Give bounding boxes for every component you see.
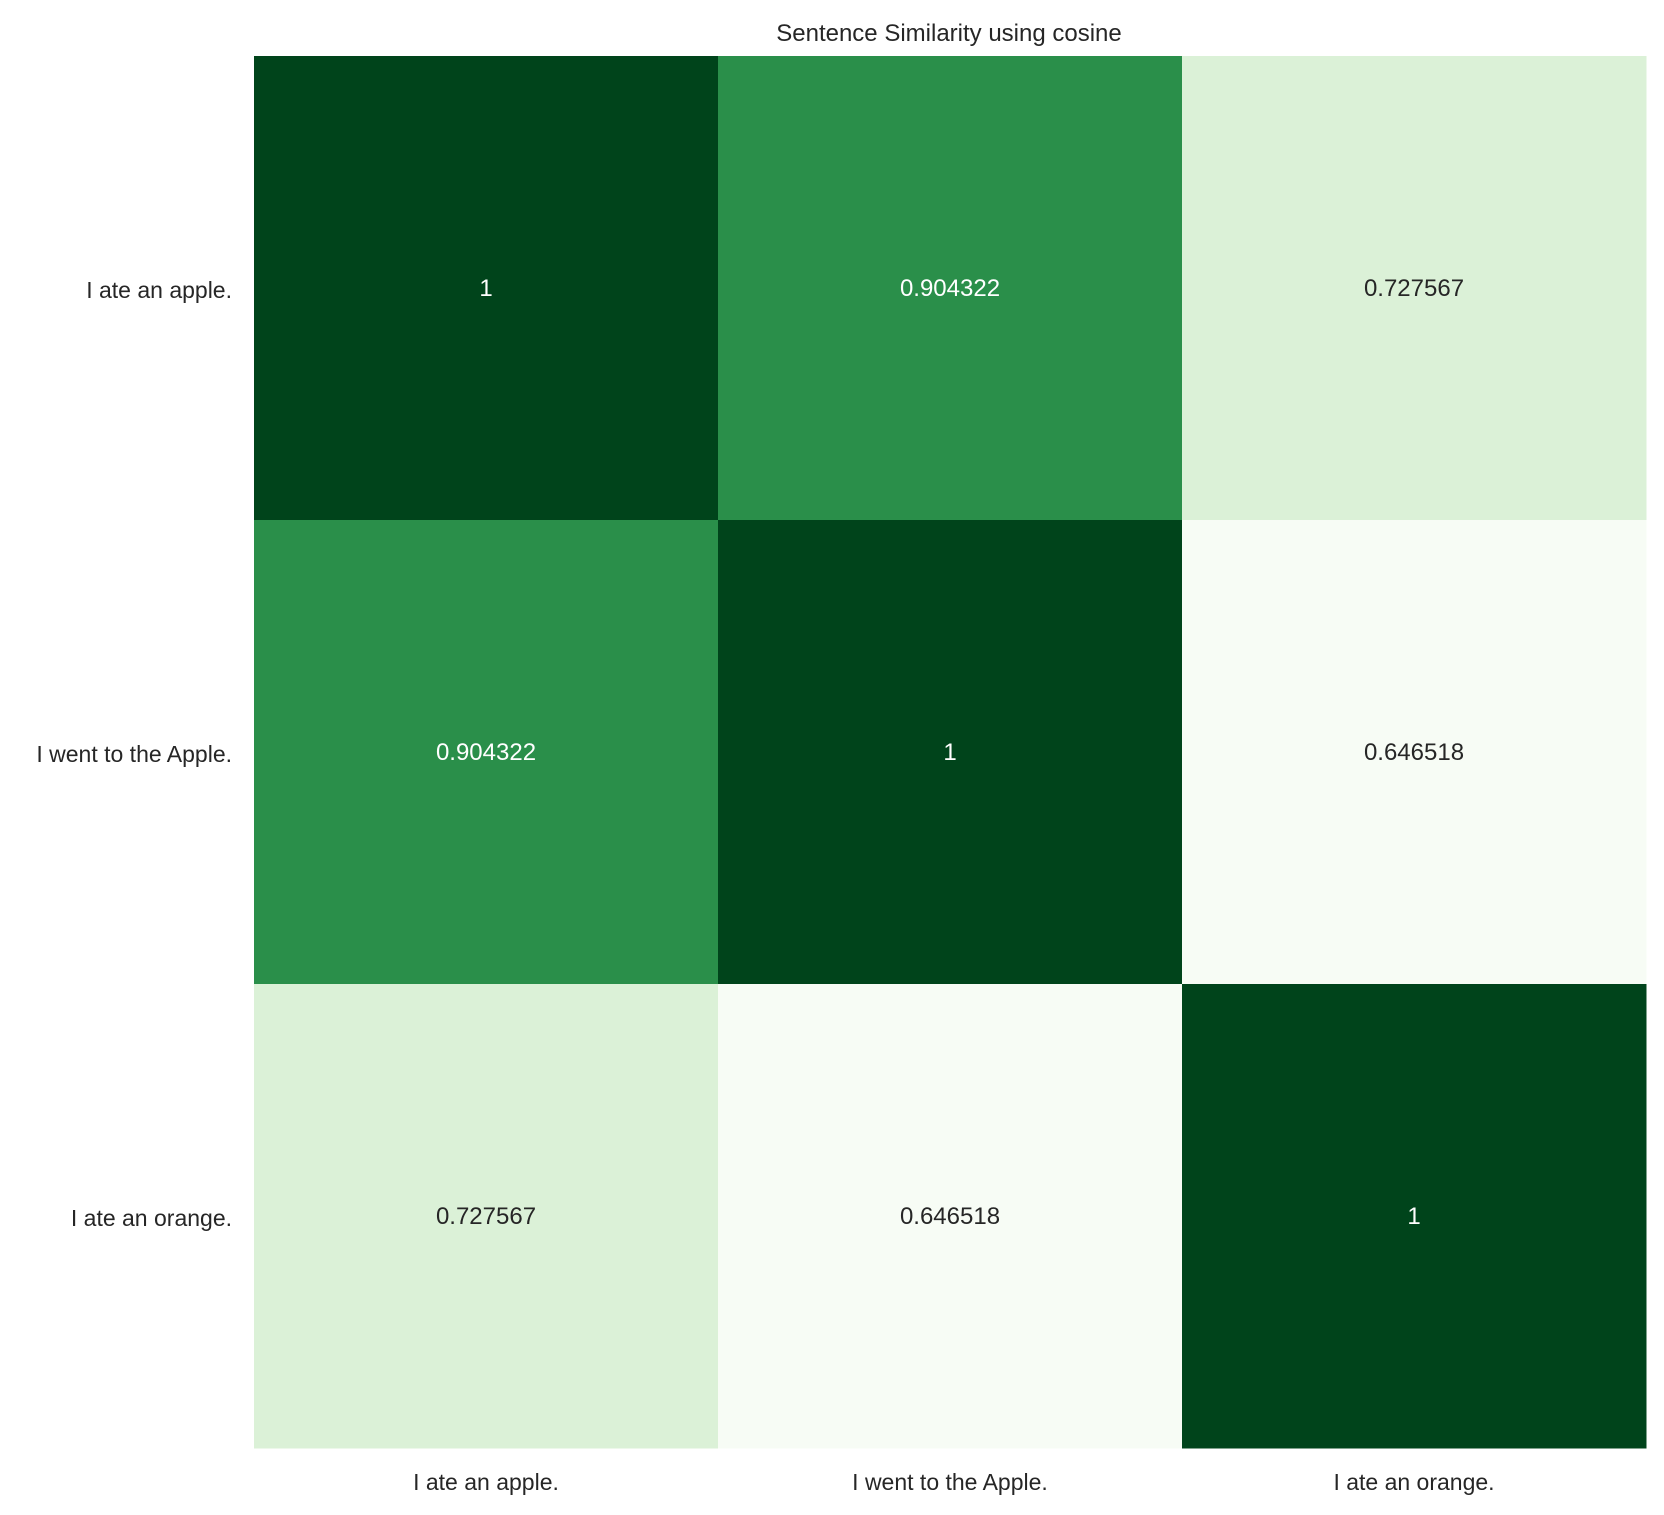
cell-value-label-r2-c1: 0.646518 bbox=[900, 1203, 1000, 1230]
heatmap-cell-r0-c0 bbox=[254, 56, 719, 521]
cell-value-label-r1-c1: 1 bbox=[943, 739, 956, 766]
cell-value-label-r0-c0: 1 bbox=[479, 275, 492, 302]
heatmap-cell-r1-c2 bbox=[1182, 520, 1647, 985]
cell-value-label-r1-c2: 0.646518 bbox=[1364, 739, 1464, 766]
cell-value-label-r2-c0: 0.727567 bbox=[436, 1203, 536, 1230]
cell-value-label-r0-c2: 0.727567 bbox=[1364, 275, 1464, 302]
chart-title: Sentence Similarity using cosine bbox=[776, 20, 1122, 47]
heatmap-cell-r2-c1 bbox=[718, 984, 1183, 1449]
x-axis-tick-labels: I ate an apple. I went to the Apple. I ate… bbox=[413, 1469, 1494, 1495]
heatmap-cell-r2-c2 bbox=[1182, 984, 1647, 1449]
cell-value-label-r0-c1: 0.904322 bbox=[900, 275, 1000, 302]
heatmap-cells bbox=[254, 56, 1647, 1449]
y-tick-label-2: I ate an orange. bbox=[71, 1205, 232, 1231]
x-tick-label-1: I went to the Apple. bbox=[852, 1469, 1048, 1495]
heatmap-cell-r2-c0 bbox=[254, 984, 719, 1449]
x-tick-label-0: I ate an apple. bbox=[413, 1469, 559, 1495]
y-tick-label-0: I ate an apple. bbox=[86, 277, 232, 303]
heatmap-cell-r1-c1 bbox=[718, 520, 1183, 985]
cell-value-labels: 1 0.904322 0.727567 0.904322 1 0.646518 0.7275… bbox=[436, 275, 1464, 1230]
y-axis-tick-labels: I ate an apple. I went to the Apple. I ate… bbox=[36, 277, 232, 1231]
heatmap-cell-r1-c0 bbox=[254, 520, 719, 985]
heatmap-cell-r0-c1 bbox=[718, 56, 1183, 521]
x-tick-label-2: I ate an orange. bbox=[1333, 1469, 1494, 1495]
y-tick-label-1: I went to the Apple. bbox=[36, 741, 232, 767]
cell-value-label-r2-c2: 1 bbox=[1407, 1203, 1420, 1230]
heatmap-cell-r0-c2 bbox=[1182, 56, 1647, 521]
cell-value-label-r1-c0: 0.904322 bbox=[436, 739, 536, 766]
